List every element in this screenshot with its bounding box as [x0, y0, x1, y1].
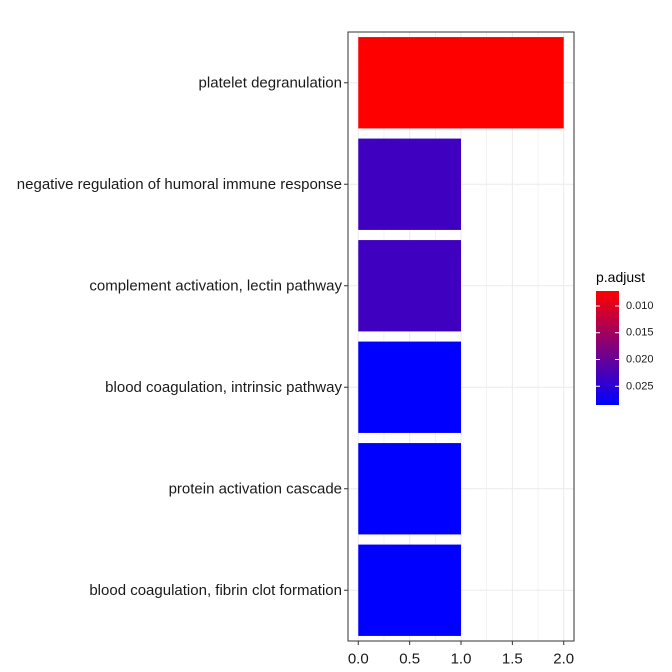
x-tick-label: 1.5: [502, 651, 523, 668]
legend-tick-label: 0.020: [626, 354, 654, 366]
category-label: protein activation cascade: [169, 480, 342, 497]
category-label: blood coagulation, intrinsic pathway: [105, 379, 342, 396]
x-tick-label: 1.0: [451, 651, 472, 668]
category-label: blood coagulation, fibrin clot formation: [89, 582, 342, 599]
bar: [358, 443, 461, 535]
bar: [358, 37, 564, 129]
legend-tick-label: 0.015: [626, 327, 654, 339]
category-label: negative regulation of humoral immune re…: [17, 176, 342, 193]
legend: p.adjust 0.010 0.015 0.020 0.025: [596, 269, 654, 405]
x-tick-label: 0.5: [399, 651, 420, 668]
y-axis: platelet degranulation negative regulatio…: [17, 74, 348, 599]
legend-tick-label: 0.010: [626, 300, 654, 312]
bar: [358, 138, 461, 230]
legend-colorbar: [596, 291, 619, 405]
x-tick-label: 0.0: [348, 651, 369, 668]
legend-tick-label: 0.025: [626, 380, 654, 392]
bar: [358, 544, 461, 636]
bar: [358, 240, 461, 332]
x-tick-label: 2.0: [553, 651, 574, 668]
legend-title: p.adjust: [596, 269, 645, 285]
category-label: complement activation, lectin pathway: [89, 277, 342, 294]
bar: [358, 341, 461, 433]
x-axis: 0.0 0.5 1.0 1.5 2.0: [348, 641, 574, 668]
category-label: platelet degranulation: [199, 74, 342, 91]
bars: [358, 37, 564, 636]
